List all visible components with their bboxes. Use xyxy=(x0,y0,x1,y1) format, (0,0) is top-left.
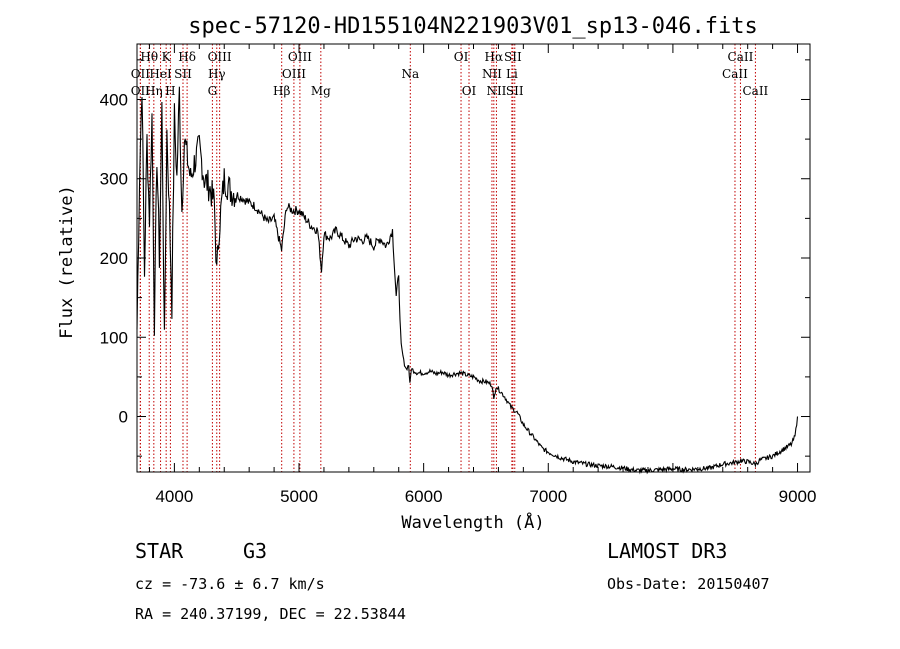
line-label: Hγ xyxy=(208,67,226,81)
line-label: Hθ xyxy=(140,50,158,64)
line-label: G xyxy=(208,84,218,98)
y-tick-label: 0 xyxy=(119,408,128,427)
line-label: NII xyxy=(486,84,506,98)
y-tick-label: 100 xyxy=(100,328,128,347)
line-label: CaII xyxy=(742,84,768,98)
line-label: OI xyxy=(454,50,469,64)
x-axis-ticks: 4000 5000 6000 7000 8000 9000 xyxy=(148,44,817,506)
x-tick-label: 6000 xyxy=(405,487,443,506)
line-label: Hβ xyxy=(273,84,290,98)
line-label: OI xyxy=(462,84,477,98)
flux-series xyxy=(136,86,799,475)
line-label: CaII xyxy=(728,50,754,64)
observation-date: Obs-Date: 20150407 xyxy=(607,575,770,593)
plot-frame xyxy=(136,43,811,473)
y-tick-label: 200 xyxy=(100,249,128,268)
line-label: SII xyxy=(504,50,522,64)
y-axis-label: Flux (relative) xyxy=(57,185,77,339)
line-label: SII xyxy=(506,84,524,98)
line-label: OII xyxy=(131,84,151,98)
line-label: HeI xyxy=(149,67,172,81)
survey-name: LAMOST DR3 xyxy=(607,539,727,563)
y-axis-ticks: 0 100 200 300 400 xyxy=(100,59,810,457)
line-label: OIII xyxy=(282,67,306,81)
y-tick-label: 400 xyxy=(100,90,128,109)
line-label: Na xyxy=(401,67,419,81)
x-tick-label: 8000 xyxy=(654,487,692,506)
line-label: OIII xyxy=(208,50,232,64)
x-tick-label: 4000 xyxy=(155,487,193,506)
x-tick-label: 5000 xyxy=(280,487,318,506)
line-label: K xyxy=(162,50,172,64)
redshift-info: cz = -73.6 ± 6.7 km/s xyxy=(135,575,325,593)
x-tick-label: 9000 xyxy=(779,487,817,506)
line-label: Hα xyxy=(485,50,504,64)
line-label: CaII xyxy=(722,67,748,81)
line-label: Li xyxy=(506,67,518,81)
object-subclass: G3 xyxy=(243,539,267,563)
line-label: Hη xyxy=(145,84,163,98)
line-label: OIII xyxy=(288,50,312,64)
spectral-line-markers xyxy=(139,44,756,472)
chart-title: spec-57120-HD155104N221903V01_sp13-046.f… xyxy=(188,14,758,39)
line-label: SII xyxy=(174,67,192,81)
x-tick-label: 7000 xyxy=(529,487,567,506)
coordinates: RA = 240.37199, DEC = 22.53844 xyxy=(135,605,406,623)
line-label: OII xyxy=(131,67,151,81)
line-label: H xyxy=(165,84,175,98)
y-tick-label: 300 xyxy=(100,170,128,189)
line-label: NII xyxy=(482,67,502,81)
line-label: Mg xyxy=(311,84,331,98)
object-class: STAR xyxy=(135,539,184,563)
line-label: Hδ xyxy=(178,50,196,64)
x-axis-label: Wavelength (Å) xyxy=(401,511,544,533)
